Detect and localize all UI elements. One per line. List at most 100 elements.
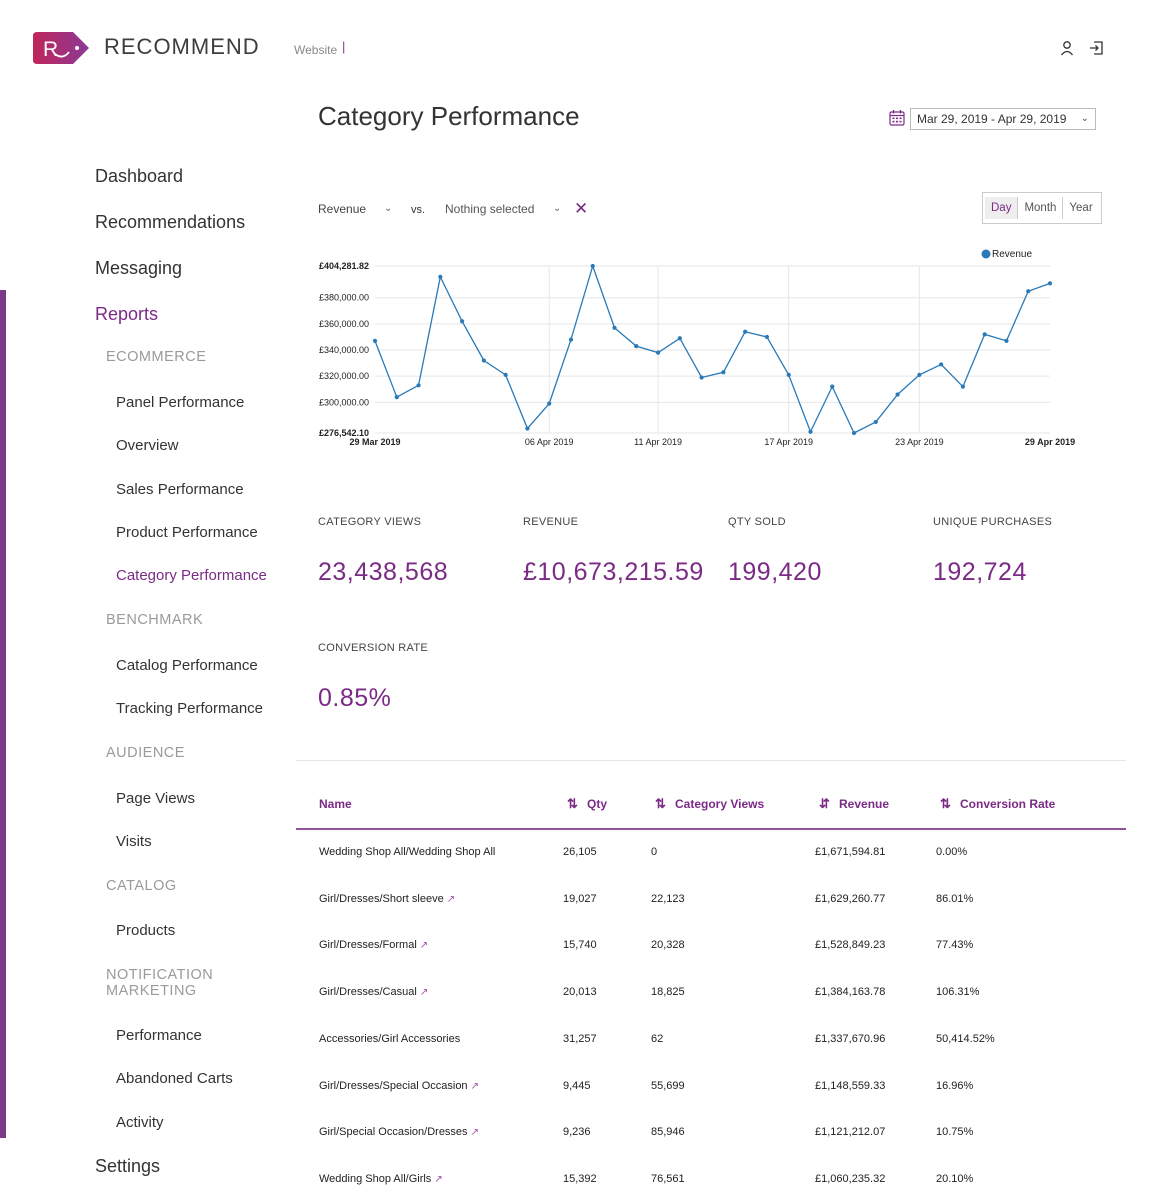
nav-dashboard[interactable]: Dashboard <box>95 166 184 186</box>
cell-conversion-rate-text: 20.10% <box>936 1172 974 1185</box>
cell-qty-text: 15,740 <box>563 939 597 952</box>
user-icon[interactable] <box>1059 40 1075 56</box>
data-point <box>1047 281 1053 286</box>
chevron-down-icon[interactable]: ⌄ <box>553 203 562 214</box>
cell-name[interactable]: Girl/Dresses/Formal ↗ <box>319 939 428 951</box>
cell-category-views: 62 <box>651 1033 663 1045</box>
y-tick-label: £340,000.00 <box>319 345 369 355</box>
cell-category-views: 0 <box>651 846 657 858</box>
legend-label: Revenue <box>992 249 1032 260</box>
nav-abandoned-carts[interactable]: Abandoned Carts <box>116 1070 233 1087</box>
column-header-conversion-rate[interactable]: Conversion Rate <box>960 797 1056 811</box>
sort-icon[interactable]: ⇅ <box>567 796 578 811</box>
nav-recommendations[interactable]: Recommendations <box>95 212 246 232</box>
cell-name[interactable]: Girl/Special Occasion/Dresses ↗ <box>319 1126 479 1138</box>
column-header-name[interactable]: Name <box>319 797 352 811</box>
cell-name[interactable]: Accessories/Girl Accessories <box>319 1033 460 1045</box>
nav-visits[interactable]: Visits <box>116 833 152 850</box>
compare-select[interactable]: Nothing selected <box>445 202 535 216</box>
external-link-icon[interactable]: ↗ <box>419 987 429 999</box>
metric-select[interactable]: Revenue <box>318 202 367 216</box>
nav-page-views[interactable]: Page Views <box>116 790 195 807</box>
cell-revenue-text: £1,148,559.33 <box>815 1079 886 1092</box>
column-header-category-views[interactable]: Category Views <box>675 797 765 811</box>
cell-qty-text: 19,027 <box>563 892 597 905</box>
sidebar-accent-bar <box>0 290 6 1138</box>
cell-conversion-rate: 106.31% <box>936 986 979 998</box>
kpi-revenue-value: £10,673,215.59 <box>523 558 704 586</box>
data-point <box>655 350 661 355</box>
external-link-icon[interactable]: ↗ <box>419 940 429 952</box>
nav-reports[interactable]: Reports <box>95 304 159 324</box>
nav-products[interactable]: Products <box>116 922 176 939</box>
period-day-button[interactable]: Day <box>985 197 1018 219</box>
cell-conversion-rate-text: 77.43% <box>936 939 974 952</box>
cell-conversion-rate-text: 0.00% <box>936 846 968 858</box>
nav-settings[interactable]: Settings <box>95 1156 161 1176</box>
cell-name[interactable]: Wedding Shop All/Girls ↗ <box>319 1173 443 1185</box>
cell-revenue-text: £1,629,260.77 <box>815 892 886 905</box>
cell-name[interactable]: Girl/Dresses/Special Occasion ↗ <box>319 1080 479 1092</box>
nav-sales-performance[interactable]: Sales Performance <box>116 481 244 498</box>
date-range-picker[interactable]: Mar 29, 2019 - Apr 29, 2019 ⌄ <box>910 108 1096 130</box>
cell-name-text: Girl/Dresses/Casual <box>319 986 417 999</box>
website-selector[interactable]: Website <box>294 43 338 57</box>
nav-overview[interactable]: Overview <box>116 437 179 454</box>
cell-name[interactable]: Girl/Dresses/Casual ↗ <box>319 986 428 998</box>
period-year-button[interactable]: Year <box>1062 197 1098 219</box>
chevron-down-icon[interactable]: ⌄ <box>384 203 393 214</box>
vs-label: vs. <box>411 204 426 216</box>
external-link-icon[interactable]: ↗ <box>434 1173 443 1185</box>
nav-panel-performance[interactable]: Panel Performance <box>116 394 245 411</box>
data-point <box>438 274 443 279</box>
nav-catalog-performance[interactable]: Catalog Performance <box>116 657 258 674</box>
logout-icon[interactable] <box>1088 40 1104 56</box>
x-tick-label: 23 Apr 2019 <box>895 437 944 447</box>
cell-category-views: 22,123 <box>651 893 685 905</box>
cell-revenue-text: £1,671,594.81 <box>815 846 886 858</box>
cell-revenue: £1,528,849.23 <box>815 939 885 951</box>
cell-category-views-text: 85,946 <box>651 1126 685 1139</box>
external-link-icon[interactable]: ↗ <box>470 1080 479 1092</box>
cell-conversion-rate-text: 16.96% <box>936 1079 974 1092</box>
cell-qty-text: 20,013 <box>563 986 597 999</box>
sort-descending-icon[interactable]: ⇵ <box>819 796 830 811</box>
column-header-qty[interactable]: Qty <box>587 797 608 811</box>
calendar-icon[interactable] <box>889 109 905 126</box>
data-point <box>808 429 813 434</box>
cell-revenue-text: £1,384,163.78 <box>815 986 886 999</box>
cell-name[interactable]: Girl/Dresses/Short sleeve ↗ <box>319 893 455 905</box>
cell-name-text: Girl/Dresses/Special Occasion <box>319 1079 468 1092</box>
cell-name[interactable]: Wedding Shop All/Wedding Shop All <box>319 846 495 858</box>
data-point <box>830 384 835 389</box>
nav-activity[interactable]: Activity <box>116 1114 164 1131</box>
external-link-icon[interactable]: ↗ <box>470 1127 479 1139</box>
logo-icon[interactable]: R <box>33 32 89 64</box>
nav-category-performance[interactable]: Category Performance <box>116 567 267 584</box>
sort-icon[interactable]: ⇅ <box>655 796 666 811</box>
cell-conversion-rate: 10.75% <box>936 1126 973 1138</box>
y-tick-label: £300,000.00 <box>319 397 369 407</box>
column-header-revenue[interactable]: Revenue <box>839 797 890 811</box>
y-tick-label: £360,000.00 <box>319 319 369 329</box>
data-point <box>394 395 399 400</box>
cell-qty: 20,013 <box>563 986 597 998</box>
kpi-qty-sold-value: 199,420 <box>728 558 822 586</box>
cell-category-views: 55,699 <box>651 1080 685 1092</box>
cell-category-views-text: 76,561 <box>651 1172 685 1185</box>
data-point <box>895 392 900 397</box>
data-point <box>372 338 378 343</box>
external-link-icon[interactable]: ↗ <box>446 893 456 905</box>
sort-icon[interactable]: ⇅ <box>940 796 951 811</box>
period-month-button[interactable]: Month <box>1017 197 1062 219</box>
nav-tracking-performance[interactable]: Tracking Performance <box>116 700 263 717</box>
nav-messaging[interactable]: Messaging <box>95 258 183 278</box>
nav-product-performance[interactable]: Product Performance <box>116 524 258 541</box>
data-point <box>481 358 486 363</box>
revenue-line-chart: £404,281.82 £380,000.00 £360,000.00 £340,00… <box>319 249 1075 447</box>
section-catalog: CATALOG <box>106 878 177 894</box>
nav-notification-performance[interactable]: Performance <box>116 1027 202 1044</box>
clear-icon[interactable]: ✕ <box>574 199 589 218</box>
section-title-line1: NOTIFICATION <box>106 967 214 983</box>
data-point <box>459 319 465 324</box>
